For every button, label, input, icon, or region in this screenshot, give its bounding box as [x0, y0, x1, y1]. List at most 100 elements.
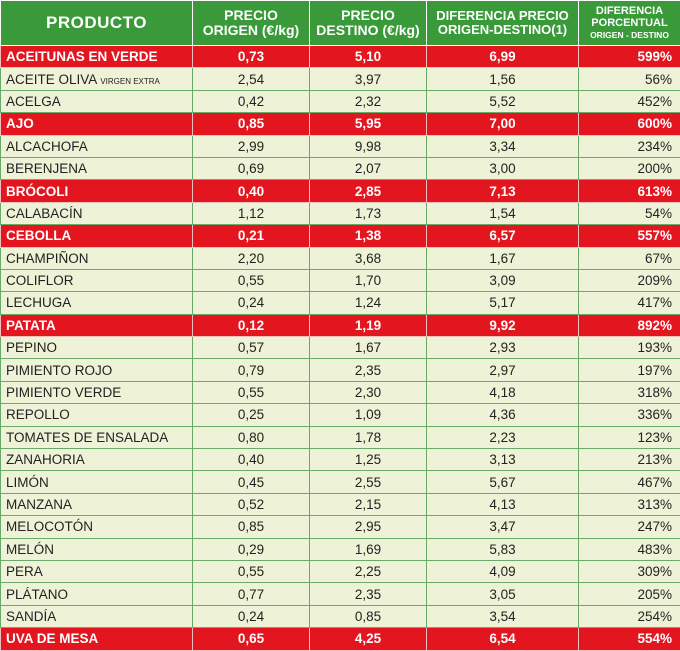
diferencia-precio-cell: 4,18	[427, 381, 579, 403]
product-name-cell: ZANAHORIA	[1, 449, 193, 471]
header-producto: PRODUCTO	[1, 1, 193, 46]
diferencia-porcentual-cell: 247%	[579, 516, 680, 538]
precio-destino-cell: 2,15	[310, 493, 427, 515]
precio-origen-cell: 0,52	[193, 493, 310, 515]
precio-origen-cell: 0,24	[193, 292, 310, 314]
diferencia-precio-cell: 1,54	[427, 202, 579, 224]
product-qualifier: VIRGEN EXTRA	[100, 77, 160, 86]
diferencia-porcentual-cell: 600%	[579, 113, 680, 135]
precio-destino-cell: 2,25	[310, 560, 427, 582]
diferencia-porcentual-cell: 557%	[579, 225, 680, 247]
precio-origen-cell: 0,12	[193, 314, 310, 336]
diferencia-precio-cell: 5,83	[427, 538, 579, 560]
diferencia-precio-cell: 3,05	[427, 583, 579, 605]
precio-origen-cell: 2,20	[193, 247, 310, 269]
diferencia-precio-cell: 6,54	[427, 628, 579, 650]
diferencia-porcentual-cell: 205%	[579, 583, 680, 605]
precio-destino-cell: 2,95	[310, 516, 427, 538]
precio-destino-cell: 1,73	[310, 202, 427, 224]
precio-destino-cell: 1,70	[310, 269, 427, 291]
precio-origen-cell: 2,54	[193, 68, 310, 90]
product-name-cell: LIMÓN	[1, 471, 193, 493]
diferencia-precio-cell: 3,13	[427, 449, 579, 471]
precio-origen-cell: 0,69	[193, 157, 310, 179]
diferencia-precio-cell: 9,92	[427, 314, 579, 336]
diferencia-porcentual-cell: 892%	[579, 314, 680, 336]
precio-destino-cell: 1,38	[310, 225, 427, 247]
product-name-cell: LECHUGA	[1, 292, 193, 314]
product-name-cell: PERA	[1, 560, 193, 582]
diferencia-porcentual-cell: 417%	[579, 292, 680, 314]
precio-origen-cell: 0,65	[193, 628, 310, 650]
diferencia-porcentual-cell: 56%	[579, 68, 680, 90]
precio-destino-cell: 1,09	[310, 404, 427, 426]
precio-origen-cell: 0,79	[193, 359, 310, 381]
diferencia-precio-cell: 3,54	[427, 605, 579, 627]
product-name-cell: ACELGA	[1, 90, 193, 112]
diferencia-porcentual-cell: 467%	[579, 471, 680, 493]
product-name-cell: CHAMPIÑON	[1, 247, 193, 269]
precio-destino-cell: 2,32	[310, 90, 427, 112]
diferencia-precio-cell: 3,09	[427, 269, 579, 291]
precio-destino-cell: 2,85	[310, 180, 427, 202]
precio-origen-cell: 0,73	[193, 46, 310, 68]
precio-origen-cell: 0,85	[193, 113, 310, 135]
precio-destino-cell: 4,25	[310, 628, 427, 650]
diferencia-porcentual-cell: 213%	[579, 449, 680, 471]
precio-destino-cell: 2,35	[310, 359, 427, 381]
precio-destino-cell: 0,85	[310, 605, 427, 627]
product-name-cell: CALABACÍN	[1, 202, 193, 224]
diferencia-precio-cell: 1,67	[427, 247, 579, 269]
diferencia-porcentual-cell: 209%	[579, 269, 680, 291]
product-name-cell: BERENJENA	[1, 157, 193, 179]
precio-origen-cell: 0,42	[193, 90, 310, 112]
product-name-cell: MELOCOTÓN	[1, 516, 193, 538]
precio-origen-cell: 0,24	[193, 605, 310, 627]
diferencia-precio-cell: 1,56	[427, 68, 579, 90]
diferencia-porcentual-cell: 193%	[579, 337, 680, 359]
diferencia-precio-cell: 2,97	[427, 359, 579, 381]
product-name-cell: ALCACHOFA	[1, 135, 193, 157]
diferencia-precio-cell: 5,52	[427, 90, 579, 112]
precio-destino-cell: 9,98	[310, 135, 427, 157]
product-name-cell: PLÁTANO	[1, 583, 193, 605]
diferencia-precio-cell: 5,67	[427, 471, 579, 493]
precio-destino-cell: 1,78	[310, 426, 427, 448]
diferencia-porcentual-cell: 200%	[579, 157, 680, 179]
diferencia-porcentual-cell: 483%	[579, 538, 680, 560]
diferencia-porcentual-cell: 452%	[579, 90, 680, 112]
precio-origen-cell: 0,55	[193, 381, 310, 403]
precio-origen-cell: 0,55	[193, 560, 310, 582]
precio-origen-cell: 0,77	[193, 583, 310, 605]
precio-origen-cell: 0,55	[193, 269, 310, 291]
precio-destino-cell: 2,07	[310, 157, 427, 179]
diferencia-precio-cell: 7,00	[427, 113, 579, 135]
diferencia-porcentual-cell: 318%	[579, 381, 680, 403]
diferencia-precio-cell: 4,36	[427, 404, 579, 426]
precio-origen-cell: 1,12	[193, 202, 310, 224]
precio-origen-cell: 0,25	[193, 404, 310, 426]
diferencia-porcentual-cell: 234%	[579, 135, 680, 157]
diferencia-porcentual-cell: 309%	[579, 560, 680, 582]
precio-destino-cell: 1,24	[310, 292, 427, 314]
diferencia-precio-cell: 6,99	[427, 46, 579, 68]
